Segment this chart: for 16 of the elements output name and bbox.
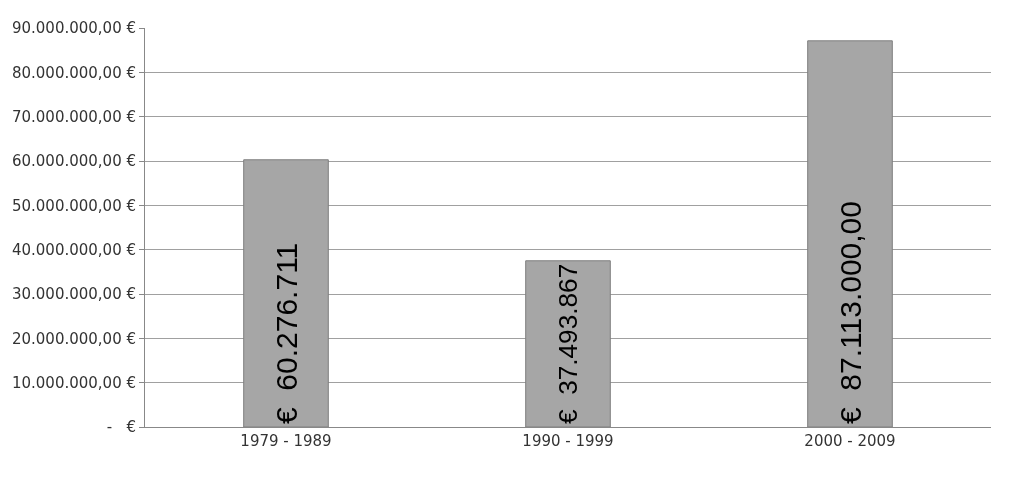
x-tick-label: 1979 - 1989 — [240, 432, 332, 450]
y-tick-label: 90.000.000,00 € — [11, 19, 136, 38]
data-label: € 37.493.867 — [553, 263, 584, 424]
y-tick-label: 20.000.000,00 € — [11, 329, 136, 348]
y-tick-label: 60.000.000,00 € — [11, 152, 136, 171]
x-tick-label: 1990 - 1999 — [522, 432, 614, 450]
x-tick-label: 2000 - 2009 — [804, 432, 896, 450]
data-label: € 87.113.000,00 — [833, 201, 867, 424]
y-tick-label: - € — [106, 418, 136, 437]
y-tick-label: 50.000.000,00 € — [11, 196, 136, 215]
y-tick-label: 70.000.000,00 € — [11, 107, 136, 126]
y-tick-label: 80.000.000,00 € — [11, 63, 136, 82]
y-tick-label: 30.000.000,00 € — [11, 285, 136, 304]
y-tick-label: 40.000.000,00 € — [11, 240, 136, 259]
data-label: € 60.276.711 — [269, 242, 303, 424]
y-tick-label: 10.000.000,00 € — [11, 373, 136, 392]
